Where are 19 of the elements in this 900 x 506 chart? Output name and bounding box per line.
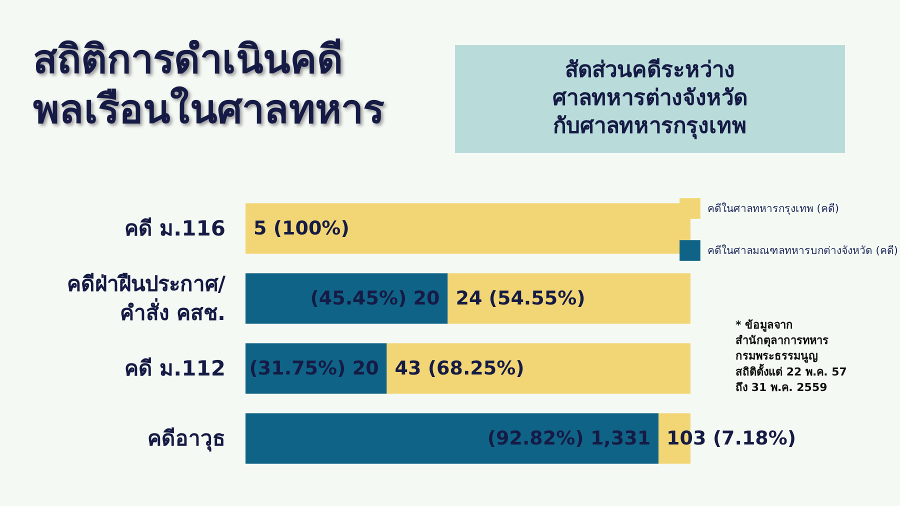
chart-subtitle: สัดส่วนคดีระหว่าง ศาลทหารต่างจังหวัด กับศาลทหารกรุงเทพ [455,45,845,153]
data-label: (31.75%) 20 [249,358,379,380]
bar [246,273,448,324]
y-tick-label: คดี ม.112 [124,356,226,380]
data-label: 43 (68.25%) [394,358,524,380]
y-tick-label: คดีฝ่าฝืนประกาศ/ คำสั่ง คสช. [66,272,226,325]
bar [386,343,690,394]
y-tick-label: คดีอาวุธ [148,426,226,452]
legend-label: คดีในศาลทหารกรุงเทพ (คดี) [707,202,839,216]
bar [448,273,690,324]
y-tick-label: คดี ม.116 [124,216,226,240]
chart-title: สถิติการดำเนินคดี พลเรือนในศาลทหาร [33,36,384,135]
data-label: 5 (100%) [254,218,350,240]
legend-label: คดีในศาลมณฑลทหารบกต่างจังหวัด (คดี) [707,244,898,258]
data-label: 24 (54.55%) [456,288,586,310]
bar [246,413,659,464]
data-label: (92.82%) 1,331 [487,428,651,450]
text: * ข้อมูลจาก สำนักตุลาการทหาร กรมพระธรรมนูญ สถิติตั้งแต่ 22 พ.ค. 57 ถึง 31 พ.ค. 2559 [736,318,847,394]
data-label: (45.45%) 20 [310,288,440,310]
